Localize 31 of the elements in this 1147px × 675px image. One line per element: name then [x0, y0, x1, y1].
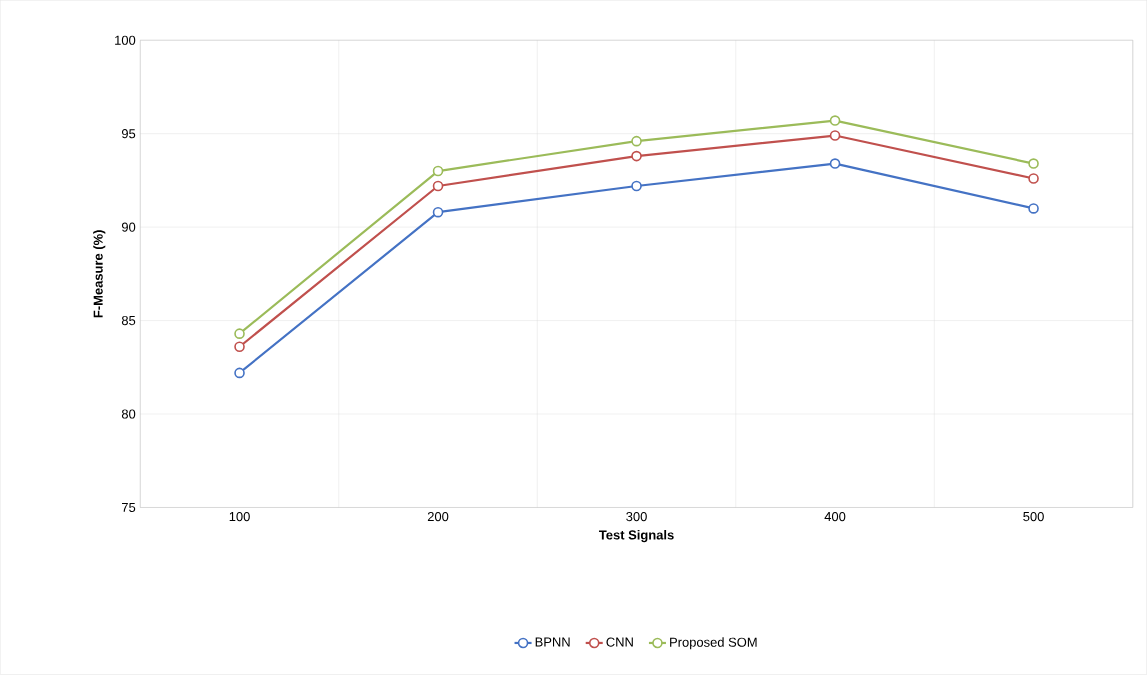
legend-label: Proposed SOM [670, 637, 757, 650]
x-tick-label: 100 [229, 512, 250, 522]
y-tick-label: 100 [115, 35, 136, 45]
point [234, 328, 245, 340]
legend-label: CNN [606, 637, 633, 647]
y-tick-label: 75 [122, 503, 136, 513]
point [1028, 158, 1039, 169]
y-tick-label: 80 [121, 409, 136, 419]
point [829, 158, 841, 169]
point [432, 165, 444, 177]
x-tick-label: 200 [427, 512, 449, 522]
legend-label: BPNN [535, 637, 570, 647]
y-axis-title: F-Measure (%) [93, 230, 106, 318]
point [829, 130, 841, 141]
x-tick-label: 500 [1023, 512, 1044, 522]
point [234, 341, 245, 353]
point [1028, 173, 1039, 184]
point [631, 150, 642, 162]
y-tick-label: 85 [121, 316, 136, 326]
x-axis-title: Test Signals [598, 530, 674, 543]
point [631, 135, 642, 147]
point [829, 115, 841, 126]
x-tick-label: 400 [824, 512, 846, 522]
point [1028, 203, 1039, 214]
point [631, 180, 642, 192]
point [234, 367, 245, 379]
point [432, 207, 444, 218]
y-tick-label: 90 [121, 222, 136, 232]
x-tick-label: 300 [626, 512, 647, 522]
point [432, 180, 444, 192]
y-tick-label: 95 [121, 129, 136, 139]
